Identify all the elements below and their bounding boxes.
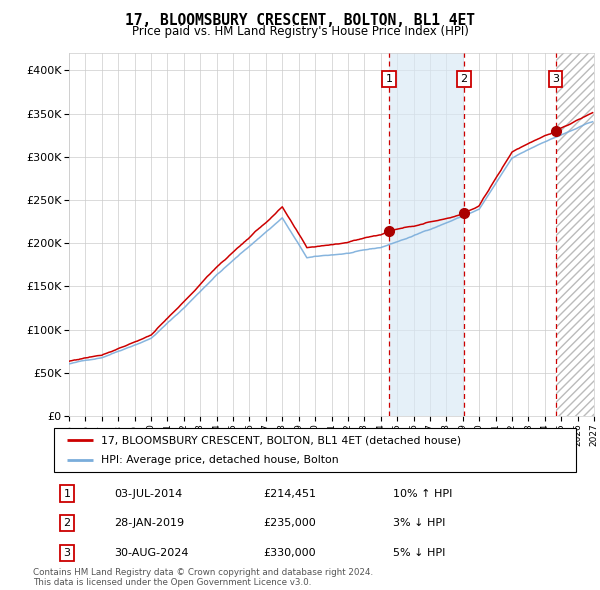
Text: 3% ↓ HPI: 3% ↓ HPI [394,518,446,528]
Text: 5% ↓ HPI: 5% ↓ HPI [394,548,446,558]
Bar [389,53,464,416]
Text: Price paid vs. HM Land Registry's House Price Index (HPI): Price paid vs. HM Land Registry's House … [131,25,469,38]
Text: 10% ↑ HPI: 10% ↑ HPI [394,489,452,499]
Bar [556,53,594,416]
Text: 03-JUL-2014: 03-JUL-2014 [114,489,182,499]
Text: 3: 3 [64,548,71,558]
Text: 2: 2 [64,518,71,528]
Text: 28-JAN-2019: 28-JAN-2019 [114,518,184,528]
Bar [556,53,594,416]
Text: 30-AUG-2024: 30-AUG-2024 [114,548,188,558]
Text: 1: 1 [64,489,71,499]
Text: £330,000: £330,000 [263,548,316,558]
Text: £235,000: £235,000 [263,518,316,528]
Text: 17, BLOOMSBURY CRESCENT, BOLTON, BL1 4ET (detached house): 17, BLOOMSBURY CRESCENT, BOLTON, BL1 4ET… [101,435,461,445]
Text: HPI: Average price, detached house, Bolton: HPI: Average price, detached house, Bolt… [101,455,338,466]
Text: Contains HM Land Registry data © Crown copyright and database right 2024.
This d: Contains HM Land Registry data © Crown c… [33,568,373,587]
Text: 3: 3 [552,74,559,84]
Text: £214,451: £214,451 [263,489,316,499]
Text: 1: 1 [385,74,392,84]
Text: 2: 2 [461,74,467,84]
Text: 17, BLOOMSBURY CRESCENT, BOLTON, BL1 4ET: 17, BLOOMSBURY CRESCENT, BOLTON, BL1 4ET [125,13,475,28]
